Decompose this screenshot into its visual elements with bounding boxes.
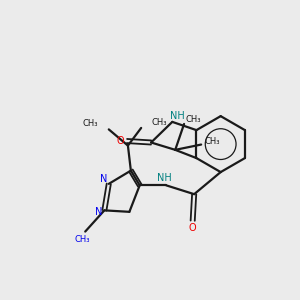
Text: NH: NH: [157, 173, 172, 183]
Text: O: O: [117, 136, 124, 146]
Text: O: O: [189, 223, 196, 233]
Text: CH₃: CH₃: [152, 118, 167, 127]
Text: CH₃: CH₃: [83, 119, 98, 128]
Text: CH₃: CH₃: [186, 115, 201, 124]
Text: CH₃: CH₃: [205, 137, 220, 146]
Text: N: N: [95, 207, 102, 217]
Text: NH: NH: [170, 111, 185, 121]
Text: N: N: [100, 174, 107, 184]
Text: CH₃: CH₃: [74, 235, 90, 244]
